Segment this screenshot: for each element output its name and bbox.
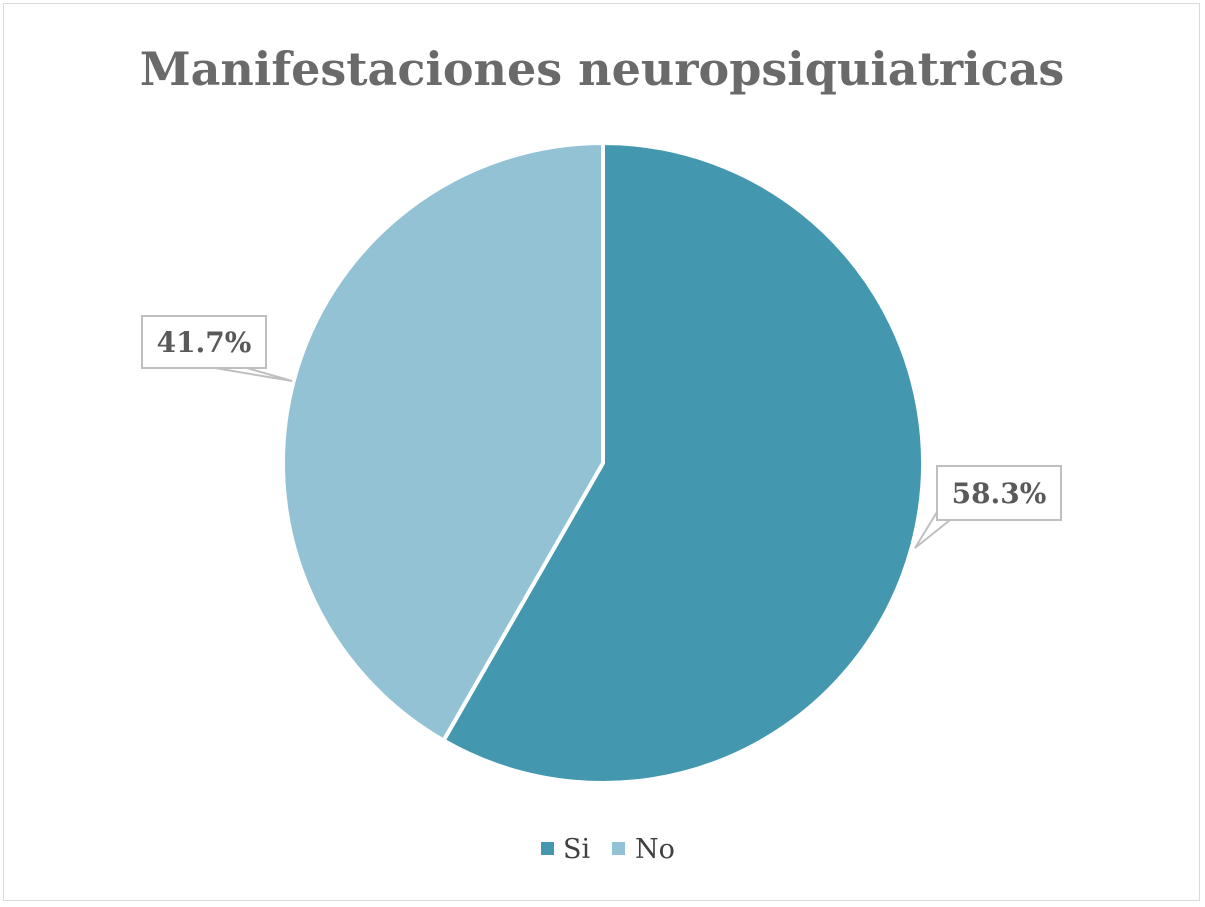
data-label-no: 41.7% (157, 326, 252, 359)
legend-swatch-si (541, 842, 554, 855)
data-label-pointer-no (214, 367, 293, 382)
pie-slices (281, 141, 925, 785)
data-label-box-si (936, 465, 1062, 521)
data-label-si: 58.3% (952, 477, 1047, 510)
chart-legend: Si No (541, 834, 675, 865)
pie-slice-si (441, 141, 925, 785)
legend-label-si: Si (563, 834, 590, 865)
legend-swatch-no (612, 842, 625, 855)
data-label-box-no (141, 315, 267, 369)
data-label-callouts: 58.3% 41.7% (141, 315, 1062, 549)
chart-title: Manifestaciones neuropsiquiatricas (140, 42, 1065, 96)
pie-slice-no (281, 141, 605, 743)
legend-label-no: No (635, 834, 675, 865)
